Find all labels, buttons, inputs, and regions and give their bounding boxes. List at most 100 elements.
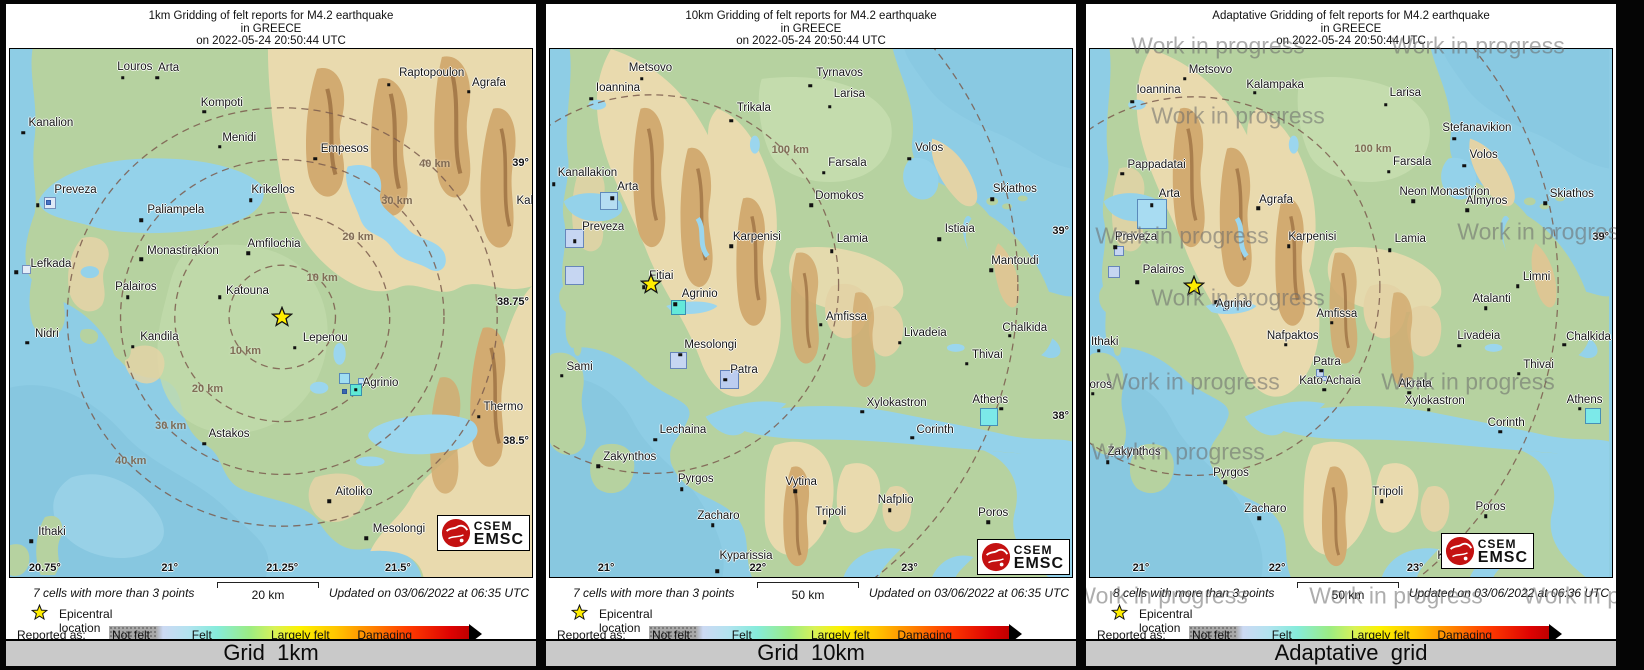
place-label: Pyrgos [677,473,714,486]
legend-row-stats: 8 cells with more than 3 points 50 km Up… [1089,580,1613,604]
place-dot [1386,169,1391,174]
place-dot [937,237,941,242]
place-dot [1113,245,1118,249]
cells-note: 7 cells with more than 3 points [33,586,195,600]
reported-as-label: Reported as: [1097,628,1166,642]
place-label: Trikala [736,101,771,114]
place-dot [710,523,715,527]
place-dot [477,414,481,419]
place-dot [964,362,969,366]
place-label: Corinth [1487,416,1525,429]
panel-caption: Grid 10km [546,639,1076,666]
epicenter-star-icon [570,603,589,624]
place-label: Kalampaka [1246,78,1304,91]
place-label: Amfissa [1316,307,1358,320]
place-label: Amfilochia [247,238,301,251]
place-label: Agrinio [681,288,718,301]
place-label: Tyrnavos [816,66,863,79]
updated-note: Updated on 03/06/2022 at 06:35 UTC [328,586,529,600]
place-label: Farsala [828,156,867,169]
panel-title: 10km Gridding of felt reports for M4.2 e… [546,4,1076,48]
place-label: Metsovo [1188,63,1233,76]
legend-row-colorbar: Reported as: Not felt Felt Largely felt … [1089,624,1613,646]
place-dot [990,197,994,202]
place-dot [354,387,358,392]
emsc-globe-icon [1445,536,1474,566]
scale-bracket [217,582,319,588]
colorbar-label-largelyfelt: Largely felt [271,628,330,642]
longitude-label: 20.75° [28,562,61,574]
place-label: Larisa [833,87,866,100]
place-label: Skiathos [992,183,1037,196]
place-label: Arta [1158,188,1180,201]
place-label: Akrata [1398,377,1432,390]
place-dot [897,341,902,345]
place-label: Preveza [1114,231,1158,244]
place-dot [552,182,556,187]
felt-report-cell [1107,266,1120,279]
place-label: Chalkida [1566,330,1611,343]
emsc-globe-icon [441,518,470,548]
place-dot [1256,206,1261,211]
ring-distance-label: 100 km [771,143,809,156]
place-label: Kyparissia [719,550,773,563]
place-dot [610,196,614,201]
place-label: Volos [915,141,944,154]
felt-report-cell [338,372,350,384]
title-line: on 2022-05-24 20:50:44 UTC [1276,35,1426,47]
place-label: Nafplio [877,494,914,507]
place-label: Livadeia [1457,329,1501,342]
scale-bracket [757,582,859,588]
place-dot [1384,103,1388,107]
place-dot [35,203,40,208]
place-label: Palairos [115,281,157,294]
place-dot [888,508,892,512]
place-dot [1387,248,1392,252]
place-dot [723,377,728,382]
place-dot [596,464,600,469]
panel-title: 1km Gridding of felt reports for M4.2 ea… [6,4,536,48]
place-dot [673,302,677,306]
place-dot [1465,208,1469,213]
map-overlay: Metsovo Ioannina Trikala Tyrnavos Larisa Volo… [550,49,1072,577]
felt-report-cell [1223,306,1229,312]
scale-bar: 50 km [755,582,861,602]
latitude-label: 38.5° [503,434,529,447]
place-label: Pyrgos [1213,467,1249,480]
place-label: Thermo [483,400,524,413]
place-label: Athens [1566,393,1603,406]
panel-caption: Grid 1km [6,639,536,666]
cells-note: 7 cells with more than 3 points [573,586,735,600]
panel-grid-10km: 10km Gridding of felt reports for M4.2 e… [546,4,1076,666]
place-dot [327,499,332,504]
place-dot [1562,343,1566,347]
place-dot [1149,203,1154,208]
place-label: Istiaia [944,223,975,236]
place-label: Zacharo [1244,503,1287,516]
place-label: Karpenisi [1288,231,1337,244]
title-line: on 2022-05-24 20:50:44 UTC [736,35,886,47]
logo-text: CSEM EMSC [474,520,524,548]
place-label: Empesos [320,142,369,155]
place-label: Palairos [1142,264,1185,277]
place-label: Nafpaktos [1266,329,1319,342]
epicenter-star [640,273,663,295]
place-label: Lepenou [302,331,348,344]
place-dot [1105,460,1110,465]
place-label: Vytina [785,476,817,489]
place-dot [202,110,207,114]
place-dot [1257,516,1262,520]
logo-text: CSEM EMSC [1478,538,1528,566]
title-line: in GREECE [240,22,302,35]
place-dot [986,520,991,524]
epicentral-location-label: Epicentral location [1139,607,1193,635]
place-label: Agrafa [472,76,506,89]
place-dot [989,268,993,272]
place-dot [1130,100,1134,104]
csem-emsc-logo: CSEM EMSC [436,515,530,551]
logo-text: CSEM EMSC [1014,544,1064,572]
title-line: Adaptative Gridding of felt reports for … [1212,10,1490,22]
place-dot [827,105,832,109]
emsc-globe-icon [981,542,1010,572]
cells-note: 8 cells with more than 3 points [1113,586,1275,600]
